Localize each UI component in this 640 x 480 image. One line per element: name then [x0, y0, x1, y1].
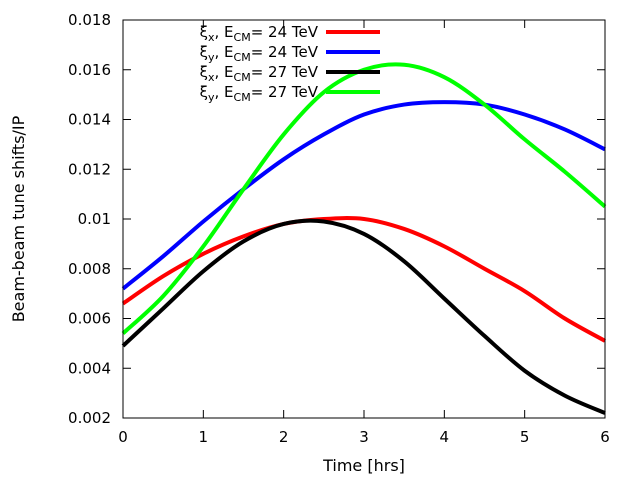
- legend-label-xi-x-24tev: ξx, ECM= 24 TeV: [200, 23, 319, 44]
- x-tick-label: 2: [279, 428, 289, 446]
- y-tick-label: 0.016: [68, 61, 111, 79]
- series-line-xi-x-24tev: [121, 216, 606, 343]
- x-axis-label: Time [hrs]: [322, 456, 405, 475]
- x-tick-label: 0: [118, 428, 128, 446]
- legend-label-xi-y-27tev: ξy, ECM= 27 TeV: [200, 83, 319, 104]
- series-line-xi-y-27tev: [121, 62, 607, 335]
- x-tick-label: 1: [199, 428, 209, 446]
- y-tick-label: 0.01: [78, 210, 111, 228]
- y-axis-label: Beam-beam tune shifts/IP: [9, 115, 28, 322]
- x-tick-label: 4: [440, 428, 450, 446]
- x-tick-label: 5: [520, 428, 530, 446]
- x-axis: 0 1 2 3 4 5 6: [118, 20, 610, 446]
- series-group: [121, 62, 607, 415]
- y-tick-label: 0.002: [68, 409, 111, 427]
- y-tick-label: 0.006: [68, 310, 111, 328]
- y-tick-label: 0.012: [68, 160, 111, 178]
- y-tick-label: 0.014: [68, 111, 111, 129]
- legend-label-xi-y-24tev: ξy, ECM= 24 TeV: [200, 43, 319, 64]
- y-tick-label: 0.018: [68, 11, 111, 29]
- y-tick-label: 0.008: [68, 260, 111, 278]
- series-line-xi-x-27tev: [121, 218, 606, 415]
- legend-label-xi-x-27tev: ξx, ECM= 27 TeV: [200, 63, 319, 84]
- series-line-xi-y-24tev: [121, 100, 606, 291]
- x-tick-label: 3: [359, 428, 369, 446]
- y-tick-label: 0.004: [68, 359, 111, 377]
- x-tick-label: 6: [600, 428, 610, 446]
- y-axis: 0.002 0.004 0.006 0.008 0.01 0.012 0.014 0.016 0…: [68, 11, 605, 427]
